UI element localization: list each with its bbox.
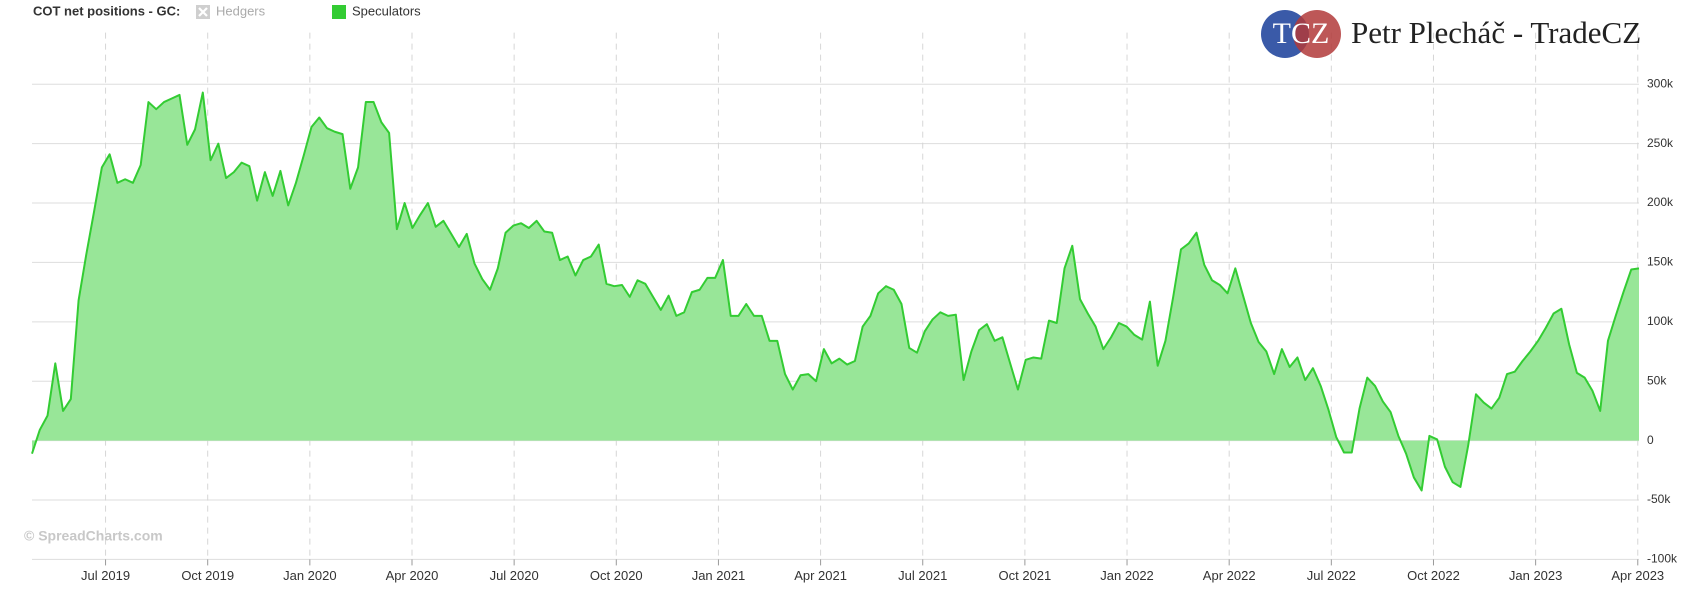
x-tick-label: Jan 2021 <box>692 568 746 583</box>
x-tick-label: Jan 2022 <box>1100 568 1154 583</box>
area-fill <box>32 92 1639 491</box>
legend-label[interactable]: Speculators <box>352 3 421 18</box>
chart-title: COT net positions - GC: <box>33 3 180 18</box>
series-line <box>31 91 1640 492</box>
x-tick-label: Jul 2022 <box>1307 568 1356 583</box>
logo-text: TCZ <box>1273 17 1330 50</box>
x-tick-label: Jul 2020 <box>490 568 539 583</box>
brand-name: Petr Plecháč - TradeCZ <box>1351 15 1641 50</box>
y-tick-label: 300k <box>1647 76 1674 90</box>
x-tick-label: Apr 2020 <box>386 568 439 583</box>
x-tick-label: Apr 2023 <box>1611 568 1664 583</box>
y-tick-label: 100k <box>1647 314 1674 328</box>
y-tick-label: 50k <box>1647 373 1667 387</box>
x-tick-label: Oct 2020 <box>590 568 643 583</box>
y-tick-label: -50k <box>1647 492 1671 506</box>
x-tick-label: Oct 2021 <box>999 568 1052 583</box>
logo-circle <box>1293 10 1341 58</box>
x-tick-label: Oct 2022 <box>1407 568 1460 583</box>
x-tick-label: Jan 2020 <box>283 568 337 583</box>
x-tick-label: Jul 2021 <box>898 568 947 583</box>
y-tick-label: 200k <box>1647 195 1674 209</box>
x-tick-label: Jul 2019 <box>81 568 130 583</box>
x-tick-label: Apr 2021 <box>794 568 847 583</box>
x-tick-label: Oct 2019 <box>181 568 234 583</box>
y-tick-label: 150k <box>1647 255 1674 269</box>
y-tick-label: 250k <box>1647 136 1674 150</box>
legend-swatch[interactable] <box>332 5 346 19</box>
legend-cross <box>198 7 208 17</box>
x-tick-label: Apr 2022 <box>1203 568 1256 583</box>
plot <box>31 91 1640 492</box>
legend-label[interactable]: Hedgers <box>216 3 266 18</box>
watermark: © SpreadCharts.com <box>24 528 163 544</box>
x-tick-label: Jan 2023 <box>1509 568 1563 583</box>
y-tick-label: 0 <box>1647 433 1654 447</box>
y-tick-label: -100k <box>1647 552 1678 566</box>
